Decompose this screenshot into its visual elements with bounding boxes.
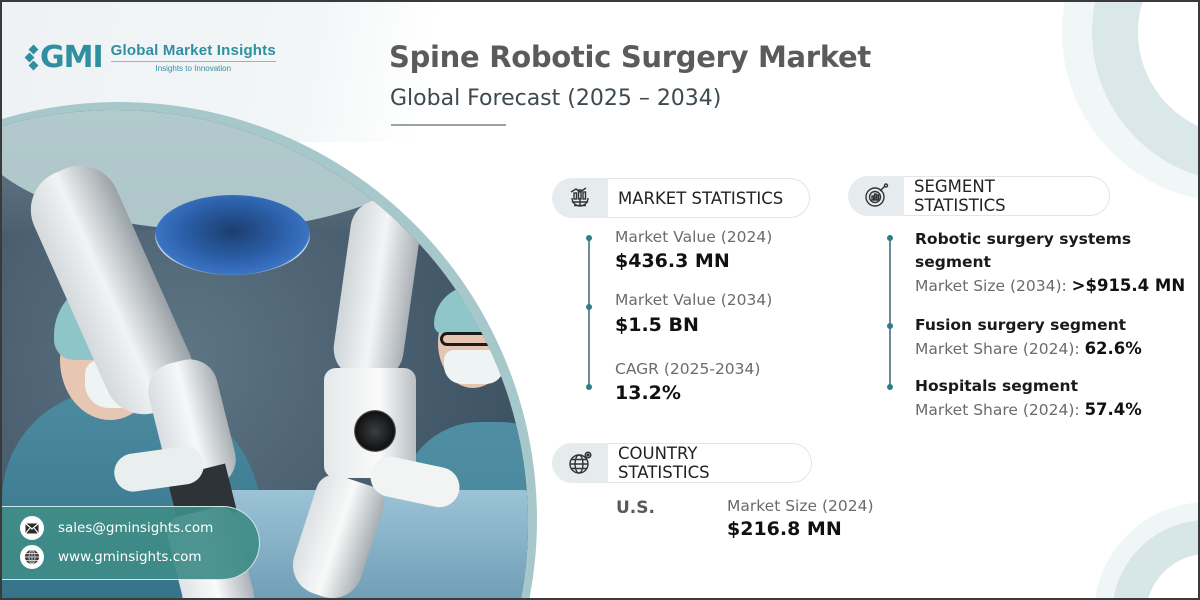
- segment-fusion-metric: Market Share (2024): 62.6%: [915, 339, 1142, 358]
- page-title: Spine Robotic Surgery Market: [389, 40, 871, 74]
- timeline-dot: [887, 235, 893, 241]
- segment-hospitals-metric: Market Share (2024): 57.4%: [915, 400, 1142, 419]
- segment-robotic-systems-title: Robotic surgery systems: [915, 230, 1132, 248]
- market-value-2024: $436.3 MN: [615, 250, 730, 272]
- gmi-logo[interactable]: GMI Global Market Insights Insights to I…: [24, 39, 276, 75]
- envelope-icon: [20, 516, 44, 540]
- metric-value: 57.4%: [1084, 400, 1142, 419]
- country-statistics-title: COUNTRY STATISTICS: [608, 443, 812, 483]
- timeline-dot: [586, 235, 592, 241]
- metric-label: Market Size (2034):: [915, 277, 1067, 295]
- globe-pin-icon: [552, 443, 608, 483]
- market-statistics-header: MARKET STATISTICS: [552, 178, 810, 218]
- market-timeline: [588, 237, 590, 387]
- segment-statistics-header: SEGMENT STATISTICS: [848, 176, 1110, 216]
- timeline-dot: [586, 384, 592, 390]
- globe-icon: [20, 545, 44, 569]
- market-statistics-title: MARKET STATISTICS: [608, 178, 810, 218]
- country-name: U.S.: [616, 498, 655, 518]
- brand-name: Global Market Insights: [110, 42, 276, 62]
- metric-label: Market Share (2024):: [915, 401, 1080, 419]
- website-link[interactable]: www.gminsights.com: [58, 549, 202, 565]
- brand-tagline: Insights to Innovation: [155, 64, 232, 73]
- segment-robotic-systems-title-cont: segment: [915, 253, 991, 271]
- email-link[interactable]: sales@gminsights.com: [58, 520, 214, 536]
- segment-statistics-title: SEGMENT STATISTICS: [904, 176, 1110, 216]
- surgical-lamp: [155, 195, 310, 275]
- segment-fusion-title: Fusion surgery segment: [915, 316, 1127, 334]
- country-market-size-value: $216.8 MN: [727, 518, 842, 540]
- metric-value: >$915.4 MN: [1071, 276, 1186, 295]
- surgery-photo: [2, 110, 528, 598]
- market-value-2024-label: Market Value (2024): [615, 228, 773, 246]
- segment-timeline: [889, 237, 891, 387]
- segment-robotic-systems-metric: Market Size (2034): >$915.4 MN: [915, 276, 1185, 295]
- timeline-dot: [887, 384, 893, 390]
- diamond-icon: [24, 44, 39, 72]
- country-statistics-header: COUNTRY STATISTICS: [552, 443, 812, 483]
- segment-hospitals-title: Hospitals segment: [915, 377, 1078, 395]
- logo-gmi-text: GMI: [40, 39, 104, 75]
- page-subtitle: Global Forecast (2025 – 2034): [390, 86, 722, 111]
- timeline-dot: [586, 304, 592, 310]
- metric-value: 62.6%: [1084, 339, 1142, 358]
- market-value-2034-label: Market Value (2034): [615, 291, 773, 309]
- contact-email[interactable]: sales@gminsights.com: [20, 516, 213, 540]
- logo-mark: GMI: [24, 39, 104, 75]
- market-value-2034: $1.5 BN: [615, 314, 699, 336]
- globe-chart-icon: [552, 178, 608, 218]
- timeline-dot: [887, 323, 893, 329]
- title-divider: [391, 124, 506, 126]
- cagr-label: CAGR (2025-2034): [615, 360, 761, 378]
- metric-label: Market Share (2024):: [915, 340, 1080, 358]
- country-market-size-label: Market Size (2024): [727, 497, 874, 515]
- contact-band: sales@gminsights.com www.gminsights.com: [2, 506, 260, 580]
- contact-website[interactable]: www.gminsights.com: [20, 545, 202, 569]
- target-chart-icon: [848, 176, 904, 216]
- cagr-value: 13.2%: [615, 382, 681, 404]
